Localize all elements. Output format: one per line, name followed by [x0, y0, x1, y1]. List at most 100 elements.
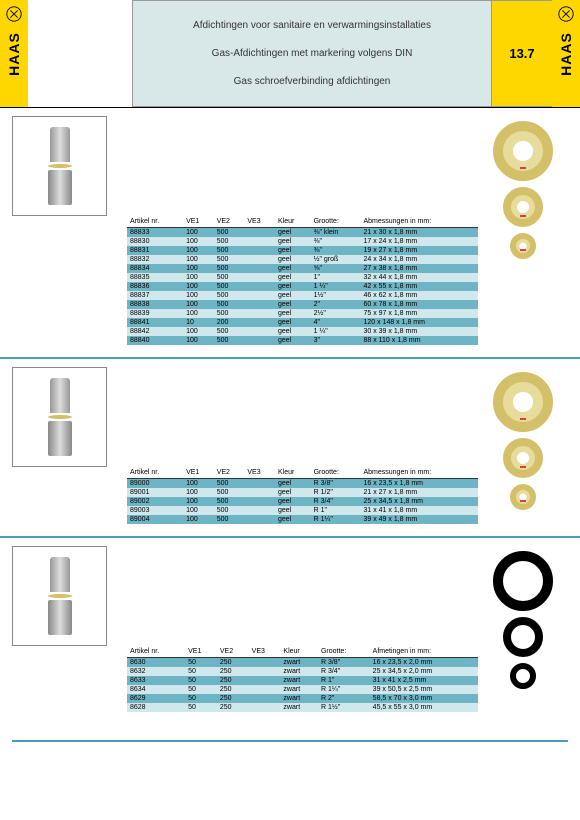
washer-ring-icon: [493, 121, 553, 181]
table-row: 862850250zwartR 1½"45,5 x 55 x 3,0 mm: [127, 703, 478, 712]
table-cell: 32 x 44 x 1,8 mm: [360, 273, 478, 282]
table-header: VE2: [217, 646, 249, 658]
washer-ring-icon: [493, 372, 553, 432]
table-cell: 17 x 24 x 1,8 mm: [360, 237, 478, 246]
table-cell: geel: [275, 264, 311, 273]
table-cell: geel: [275, 327, 311, 336]
table-cell: 39 x 50,5 x 2,5 mm: [370, 685, 478, 694]
table-header: Kleur: [280, 646, 318, 658]
table-cell: 500: [214, 506, 245, 515]
table-cell: geel: [275, 255, 311, 264]
table-cell: 250: [217, 685, 249, 694]
table-cell: [249, 667, 281, 676]
table-cell: [244, 336, 275, 345]
table-cell: 100: [183, 300, 214, 309]
table-cell: geel: [275, 246, 311, 255]
table-cell: 88842: [127, 327, 183, 336]
washer-ring-icon: [510, 484, 536, 510]
section-table-col: Artikel nr.VE1VE2VE3KleurGrootte:Afmetin…: [127, 546, 478, 712]
table-cell: [244, 497, 275, 506]
table-cell: geel: [275, 488, 311, 497]
table-cell: 250: [217, 676, 249, 685]
table-cell: [244, 479, 275, 489]
table-header: Abmessungen in mm:: [360, 467, 478, 479]
table-cell: R 1": [311, 506, 361, 515]
table-cell: [244, 273, 275, 282]
table-header: VE1: [183, 216, 214, 228]
logo-left: HAAS: [0, 0, 28, 107]
table-header: VE2: [214, 467, 245, 479]
section-rings-col: [478, 367, 568, 524]
table-row: 863450250zwartR 1¼"39 x 50,5 x 2,5 mm: [127, 685, 478, 694]
table-cell: [244, 327, 275, 336]
washer-ring-icon: [503, 438, 543, 478]
section-table-col: Artikel nr.VE1VE2VE3KleurGrootte:Abmessu…: [127, 116, 478, 345]
table-row: 88840100500geel3"88 x 110 x 1,8 mm: [127, 336, 478, 345]
table-cell: R 3/4": [318, 667, 370, 676]
table-cell: R 3/4": [311, 497, 361, 506]
washer-ring-icon: [510, 663, 536, 689]
product-table: Artikel nr.VE1VE2VE3KleurGrootte:Afmetin…: [127, 646, 478, 712]
table-cell: 58,5 x 70 x 3,0 mm: [370, 694, 478, 703]
table-row: 88834100500geel⅝"27 x 38 x 1,8 mm: [127, 264, 478, 273]
table-cell: 24 x 34 x 1,8 mm: [360, 255, 478, 264]
table-row: 89001100500geelR 1/2"21 x 27 x 1,8 mm: [127, 488, 478, 497]
table-cell: 88834: [127, 264, 183, 273]
table-cell: [244, 246, 275, 255]
table-cell: 8632: [127, 667, 185, 676]
table-cell: ⅜" klein: [311, 228, 361, 238]
table-cell: geel: [275, 291, 311, 300]
table-row: 88838100500geel2"60 x 78 x 1,8 mm: [127, 300, 478, 309]
table-cell: 120 x 148 x 1,8 mm: [360, 318, 478, 327]
table-cell: 100: [183, 309, 214, 318]
header-title-box: Afdichtingen voor sanitaire en verwarmin…: [132, 0, 492, 107]
table-cell: 500: [214, 273, 245, 282]
section-table-col: Artikel nr.VE1VE2VE3KleurGrootte:Abmessu…: [127, 367, 478, 524]
table-cell: 89004: [127, 515, 183, 524]
table-cell: 100: [183, 327, 214, 336]
table-cell: 1½": [311, 291, 361, 300]
table-cell: geel: [275, 336, 311, 345]
table-header: VE3: [249, 646, 281, 658]
table-cell: 25 x 34,5 x 1,8 mm: [360, 497, 478, 506]
table-cell: 500: [214, 255, 245, 264]
table-cell: geel: [275, 309, 311, 318]
table-cell: 21 x 30 x 1,8 mm: [360, 228, 478, 238]
section-image-col: [12, 546, 127, 712]
table-cell: 500: [214, 515, 245, 524]
table-cell: 19 x 27 x 1,8 mm: [360, 246, 478, 255]
table-cell: [244, 506, 275, 515]
table-cell: geel: [275, 497, 311, 506]
table-header: Grootte:: [311, 467, 361, 479]
table-header: Kleur: [275, 467, 311, 479]
table-row: 863350250zwartR 1"31 x 41 x 2,5 mm: [127, 676, 478, 685]
logo-text-left: HAAS: [6, 32, 22, 76]
table-cell: 100: [183, 255, 214, 264]
table-cell: geel: [275, 237, 311, 246]
table-cell: [244, 318, 275, 327]
haas-icon: [5, 5, 23, 23]
table-cell: 100: [183, 228, 214, 238]
table-cell: zwart: [280, 658, 318, 668]
table-header: Kleur: [275, 216, 311, 228]
table-cell: 50: [185, 685, 217, 694]
table-cell: 100: [183, 264, 214, 273]
table-cell: 88839: [127, 309, 183, 318]
table-header: Grootte:: [311, 216, 361, 228]
table-cell: 100: [183, 515, 214, 524]
table-cell: 8633: [127, 676, 185, 685]
table-cell: zwart: [280, 667, 318, 676]
table-cell: 89002: [127, 497, 183, 506]
table-cell: zwart: [280, 703, 318, 712]
table-header: VE3: [244, 216, 275, 228]
table-cell: 50: [185, 676, 217, 685]
page-header: HAAS Afdichtingen voor sanitaire en verw…: [0, 0, 580, 108]
table-row: 862950250zwartR 2"58,5 x 70 x 3,0 mm: [127, 694, 478, 703]
table-cell: 88840: [127, 336, 183, 345]
table-cell: geel: [275, 318, 311, 327]
table-row: 89002100500geelR 3/4"25 x 34,5 x 1,8 mm: [127, 497, 478, 506]
table-cell: 16 x 23,5 x 2,0 mm: [370, 658, 478, 668]
table-cell: geel: [275, 300, 311, 309]
table-cell: [244, 255, 275, 264]
table-row: 89000100500geelR 3/8"16 x 23,5 x 1,8 mm: [127, 479, 478, 489]
